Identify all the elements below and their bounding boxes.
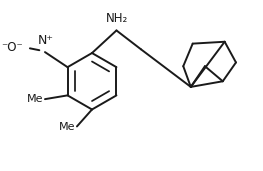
- Text: NH₂: NH₂: [106, 12, 129, 25]
- Text: Me: Me: [27, 94, 43, 104]
- Text: Me: Me: [59, 122, 75, 132]
- Text: N⁺: N⁺: [38, 34, 54, 47]
- Text: ⁻O⁻: ⁻O⁻: [2, 41, 23, 54]
